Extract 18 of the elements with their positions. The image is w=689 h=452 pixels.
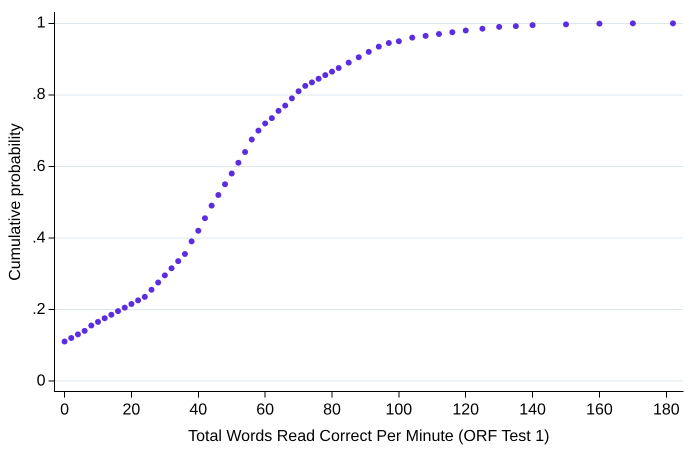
x-tick-label: 160 <box>586 402 613 419</box>
y-tick-label: 1 <box>36 14 46 32</box>
x-tick-label: 80 <box>323 402 341 419</box>
y-tick-label: 0 <box>36 372 46 390</box>
y-tick-label: .6 <box>32 158 46 175</box>
x-tick-label: 140 <box>519 402 546 419</box>
x-tick-label: 60 <box>256 402 274 419</box>
x-tick-label: 0 <box>60 402 70 419</box>
y-axis-title: Cumulative probability <box>7 123 24 281</box>
x-tick-label: 100 <box>386 402 412 419</box>
x-tick-label: 20 <box>122 402 140 419</box>
x-tick-label: 120 <box>452 402 480 419</box>
x-axis-title: Total Words Read Correct Per Minute (ORF Test 1) <box>188 428 550 445</box>
y-tick-label: .4 <box>32 229 46 246</box>
x-tick-label: 40 <box>189 402 208 419</box>
y-tick-label: .2 <box>32 300 46 318</box>
x-tick-label: 180 <box>652 402 680 419</box>
y-tick-label: .8 <box>32 86 46 104</box>
